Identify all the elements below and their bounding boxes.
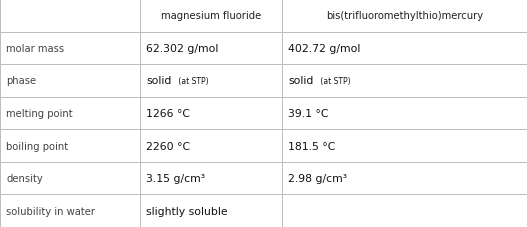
Text: solubility in water: solubility in water (6, 206, 95, 216)
Text: solid: solid (146, 76, 171, 86)
Text: density: density (6, 173, 43, 183)
Text: bis(trifluoromethylthio)mercury: bis(trifluoromethylthio)mercury (326, 11, 483, 21)
Text: magnesium fluoride: magnesium fluoride (161, 11, 261, 21)
Text: 1266 °C: 1266 °C (146, 109, 190, 118)
Text: 2.98 g/cm³: 2.98 g/cm³ (288, 173, 347, 183)
Text: slightly soluble: slightly soluble (146, 206, 228, 216)
Text: solid: solid (288, 76, 314, 86)
Text: 3.15 g/cm³: 3.15 g/cm³ (146, 173, 205, 183)
Text: 2260 °C: 2260 °C (146, 141, 190, 151)
Text: melting point: melting point (6, 109, 73, 118)
Text: phase: phase (6, 76, 36, 86)
Text: 62.302 g/mol: 62.302 g/mol (146, 44, 218, 54)
Text: 39.1 °C: 39.1 °C (288, 109, 329, 118)
Text: 402.72 g/mol: 402.72 g/mol (288, 44, 360, 54)
Text: molar mass: molar mass (6, 44, 64, 54)
Text: (at STP): (at STP) (175, 76, 208, 86)
Text: (at STP): (at STP) (318, 76, 350, 86)
Text: 181.5 °C: 181.5 °C (288, 141, 336, 151)
Text: boiling point: boiling point (6, 141, 69, 151)
